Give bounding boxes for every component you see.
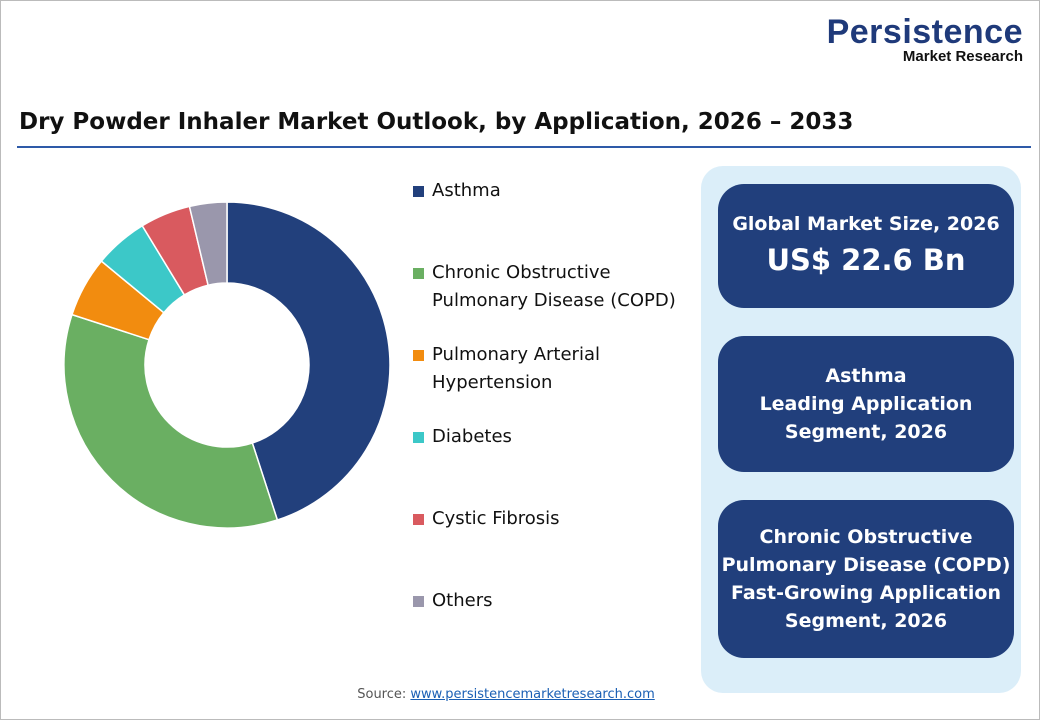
legend-item: Pulmonary Arterial Hypertension [413, 341, 703, 397]
card-line: Chronic Obstructive [759, 526, 973, 548]
legend-item: Asthma [413, 177, 703, 205]
source-label: Source: [357, 687, 407, 702]
slice-chronic-obstructive-pulmonary-disease-copd [63, 313, 279, 529]
legend-label-line: Pulmonary Arterial [432, 344, 600, 365]
legend-label: Others [432, 587, 493, 615]
card-line: Segment, 2026 [784, 610, 948, 632]
legend-item: Diabetes [413, 423, 703, 451]
title-divider [17, 146, 1031, 148]
market-size-value: US$ 22.6 Bn [766, 243, 966, 277]
card-line: Segment, 2026 [784, 421, 948, 443]
legend-item: Cystic Fibrosis [413, 505, 703, 533]
chart-title: Dry Powder Inhaler Market Outlook, by Ap… [19, 109, 854, 135]
market-size-card: Global Market Size, 2026 US$ 22.6 Bn [718, 184, 1014, 308]
card-line: Pulmonary Disease (COPD) [721, 554, 1011, 576]
legend-swatch [413, 350, 424, 361]
legend-label-line: Pulmonary Disease (COPD) [432, 290, 676, 311]
legend-label: Diabetes [432, 423, 512, 451]
card-line: Fast-Growing Application [731, 582, 1001, 604]
source-note: Source: www.persistencemarketresearch.co… [1, 687, 1011, 702]
legend-swatch [413, 514, 424, 525]
legend-swatch [413, 432, 424, 443]
legend-label-line: Diabetes [432, 426, 512, 447]
legend-label-line: Asthma [432, 180, 501, 201]
source-link[interactable]: www.persistencemarketresearch.com [410, 687, 655, 702]
legend-label-line: Cystic Fibrosis [432, 508, 560, 529]
slice-asthma [226, 201, 391, 521]
card-line: Leading Application [759, 393, 973, 415]
legend-label: Chronic Obstructive Pulmonary Disease (CO… [432, 259, 676, 315]
legend-label: Cystic Fibrosis [432, 505, 560, 533]
legend-swatch [413, 186, 424, 197]
summary-panel: Global Market Size, 2026 US$ 22.6 Bn Ast… [701, 166, 1021, 693]
card-label: Global Market Size, 2026 [732, 213, 1000, 235]
legend-swatch [413, 268, 424, 279]
legend-swatch [413, 596, 424, 607]
legend-item: Others [413, 587, 703, 615]
legend-label-line: Others [432, 590, 493, 611]
legend-label: Asthma [432, 177, 501, 205]
legend-item: Chronic Obstructive Pulmonary Disease (CO… [413, 259, 703, 315]
leading-segment-card: Asthma Leading Application Segment, 2026 [718, 336, 1014, 472]
logo-line2: Market Research [902, 48, 1023, 65]
card-line: Asthma [825, 365, 907, 387]
legend-label: Pulmonary Arterial Hypertension [432, 341, 600, 397]
logo-line1: Persistence [826, 13, 1023, 51]
slice-others [188, 201, 228, 287]
fast-growing-card: Chronic Obstructive Pulmonary Disease (C… [718, 500, 1014, 658]
donut-chart [63, 201, 391, 529]
legend-label-line: Hypertension [432, 372, 553, 393]
logo: Persistence Market Research [827, 15, 1023, 65]
legend-label-line: Chronic Obstructive [432, 262, 611, 283]
